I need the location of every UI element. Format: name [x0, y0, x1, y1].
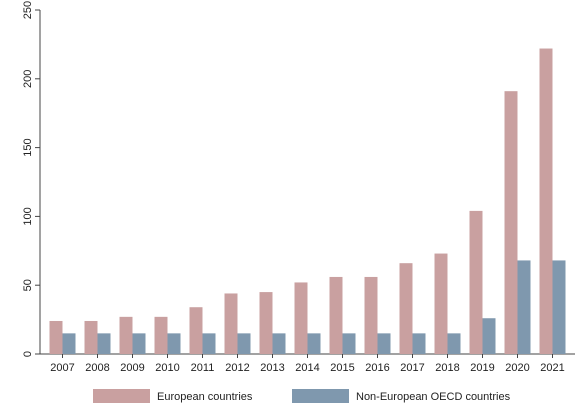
- bar-european-2009: [119, 316, 133, 354]
- legend-label-non-european-oecd: Non-European OECD countries: [356, 391, 511, 403]
- x-tick-label: 2017: [400, 362, 424, 374]
- bar-non-european-oecd-2018: [447, 333, 461, 354]
- bar-non-european-oecd-2014: [307, 333, 321, 354]
- x-tick-label: 2011: [191, 362, 215, 374]
- bar-non-european-oecd-2019: [482, 318, 496, 354]
- bar-non-european-oecd-2017: [412, 333, 426, 354]
- bar-european-2019: [469, 210, 483, 354]
- x-tick-label: 2012: [225, 362, 249, 374]
- x-tick-label: 2019: [470, 362, 494, 374]
- bar-european-2014: [294, 282, 308, 354]
- bar-non-european-oecd-2011: [202, 333, 216, 354]
- bar-non-european-oecd-2013: [272, 333, 286, 354]
- y-axis: 0 50 100 150 200 250: [22, 1, 41, 357]
- bar-non-european-oecd-2020: [517, 260, 531, 354]
- y-tick-label: 200: [22, 70, 34, 88]
- bar-non-european-oecd-2007: [62, 333, 76, 354]
- bar-european-2007: [49, 320, 63, 354]
- x-tick-label: 2010: [155, 362, 179, 374]
- x-tick-label: 2020: [505, 362, 529, 374]
- x-tick-label: 2015: [330, 362, 354, 374]
- x-tick-label: 2021: [540, 362, 564, 374]
- bar-european-2021: [539, 48, 553, 354]
- bar-european-2011: [189, 307, 203, 354]
- y-tick-label: 150: [22, 138, 34, 156]
- bar-european-2012: [224, 293, 238, 354]
- y-tick-label: 50: [22, 279, 34, 291]
- legend-swatch-european: [93, 389, 150, 403]
- y-tick-label: 100: [22, 207, 34, 225]
- bar-european-2017: [399, 263, 413, 354]
- bar-non-european-oecd-2021: [552, 260, 566, 354]
- x-tick-label: 2018: [435, 362, 459, 374]
- bar-european-2008: [84, 320, 98, 354]
- bar-european-2016: [364, 276, 378, 354]
- x-tick-label: 2013: [260, 362, 284, 374]
- bar-non-european-oecd-2012: [237, 333, 251, 354]
- bar-european-2015: [329, 276, 343, 354]
- bar-non-european-oecd-2008: [97, 333, 111, 354]
- bar-european-2020: [504, 91, 518, 355]
- x-tick-label: 2008: [85, 362, 109, 374]
- bars: [49, 48, 566, 355]
- bar-european-2010: [154, 316, 168, 354]
- x-tick-label: 2014: [295, 362, 319, 374]
- x-axis: 2007 2008 2009 2010 2011 2012 2013 2014 2015 2016…: [40, 353, 575, 374]
- bar-non-european-oecd-2016: [377, 333, 391, 354]
- bar-european-2018: [434, 253, 448, 354]
- legend: European countries Non-European OECD coun…: [93, 389, 511, 403]
- x-tick-label: 2016: [365, 362, 389, 374]
- bar-non-european-oecd-2015: [342, 333, 356, 354]
- y-tick-label: 0: [22, 351, 34, 357]
- legend-swatch-non-european-oecd: [292, 389, 349, 403]
- bar-non-european-oecd-2010: [167, 333, 181, 354]
- y-tick-label: 250: [22, 1, 34, 19]
- bar-non-european-oecd-2009: [132, 333, 146, 354]
- legend-label-european: European countries: [157, 391, 253, 403]
- bar-european-2013: [259, 292, 273, 354]
- x-tick-label: 2007: [50, 362, 74, 374]
- x-tick-label: 2009: [120, 362, 144, 374]
